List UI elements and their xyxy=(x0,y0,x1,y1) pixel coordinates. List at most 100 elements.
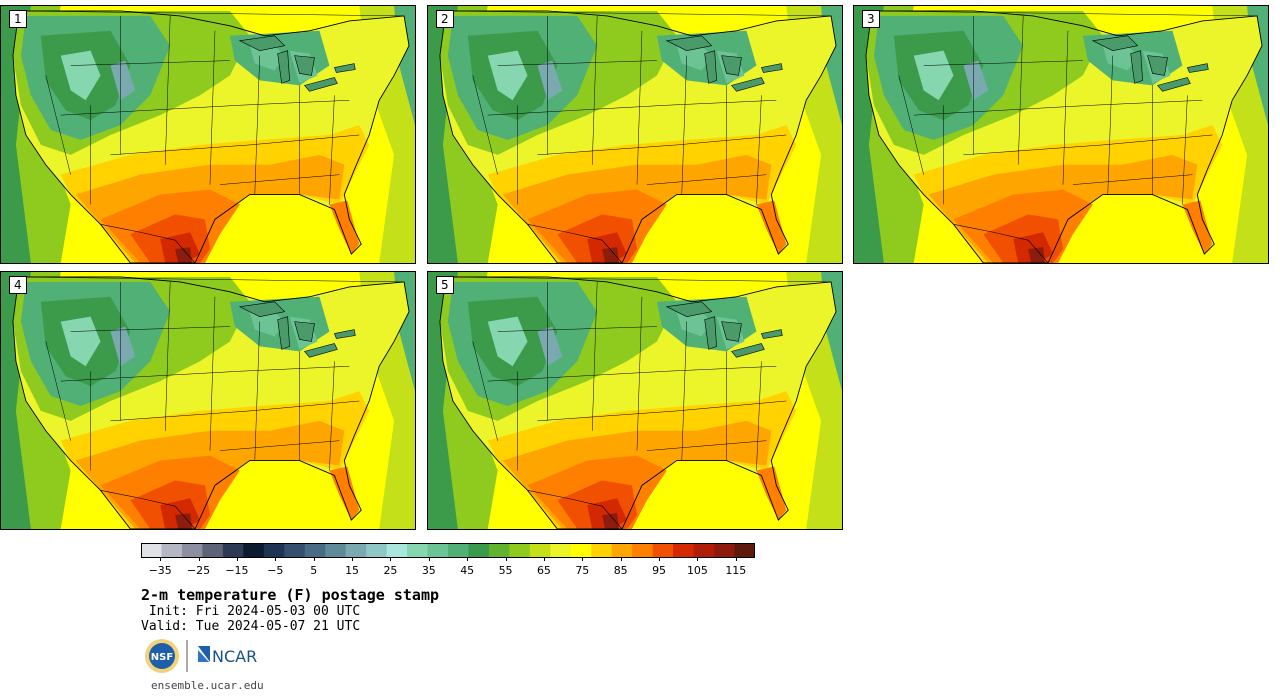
mexico-border xyxy=(527,490,623,529)
temperature-colorbar xyxy=(141,543,755,558)
coastline xyxy=(439,276,837,529)
florida xyxy=(1182,200,1213,255)
state-boundaries xyxy=(445,10,832,205)
lake-huron xyxy=(294,55,315,76)
colorbar-swatch xyxy=(652,543,674,558)
colorbar-tick-mark xyxy=(543,558,545,561)
colorbar-swatch xyxy=(407,543,429,558)
map-panel-5: 5 xyxy=(427,271,843,530)
coastline xyxy=(12,10,410,263)
colorbar-tick-mark xyxy=(428,558,430,561)
colorbar-swatch xyxy=(570,543,592,558)
colorbar-swatch xyxy=(325,543,347,558)
colorbar-swatch xyxy=(529,543,551,558)
colorbar-swatch xyxy=(284,543,306,558)
coastline xyxy=(439,10,837,263)
colorbar-tick-labels: −35 −25 −15 −5 5 15 25 35 45 55 65 75 85 95 105 115 xyxy=(0,560,900,580)
lake-superior xyxy=(238,35,286,51)
valid-time: Valid: Tue 2024-05-07 21 UTC xyxy=(141,619,361,634)
colorbar-swatch xyxy=(591,543,613,558)
panel-label-2: 2 xyxy=(436,10,454,28)
colorbar-tick-label: −5 xyxy=(267,564,284,577)
lake-erie xyxy=(304,77,338,92)
colorbar-tick-label: 105 xyxy=(686,564,708,577)
lake-ontario xyxy=(333,329,356,339)
nsf-logo-text: NSF xyxy=(151,652,173,663)
colorbar-swatch xyxy=(468,543,490,558)
colorbar-tick-label: 35 xyxy=(421,564,436,577)
panel-label-5: 5 xyxy=(436,276,454,294)
map-panel-3: 3 xyxy=(853,5,1269,264)
map-panel-2: 2 xyxy=(427,5,843,264)
colorbar-swatch xyxy=(714,543,736,558)
coastline xyxy=(12,276,410,529)
colorbar-swatch xyxy=(243,543,265,558)
colorbar-tick-mark xyxy=(275,558,277,561)
colorbar-tick-mark xyxy=(198,558,200,561)
lake-superior xyxy=(665,301,713,317)
colorbar-swatch xyxy=(632,543,654,558)
colorbar-tick-label: 75 xyxy=(575,564,590,577)
colorbar-swatch xyxy=(141,543,162,558)
lake-michigan xyxy=(277,50,290,84)
site-url: ensemble.ucar.edu xyxy=(151,679,264,692)
colorbar-swatch xyxy=(509,543,531,558)
colorbar-tick-mark xyxy=(313,558,315,561)
colorbar-swatch xyxy=(386,543,408,558)
colorbar-tick-label: −15 xyxy=(225,564,249,577)
colorbar-tick-mark xyxy=(467,558,469,561)
colorbar-swatch xyxy=(222,543,244,558)
panel-label-4: 4 xyxy=(9,276,27,294)
lake-huron xyxy=(721,55,742,76)
colorbar-tick-mark xyxy=(390,558,392,561)
colorbar-swatch xyxy=(550,543,572,558)
lake-erie xyxy=(731,77,765,92)
lake-michigan xyxy=(277,316,290,350)
colorbar-swatch xyxy=(345,543,367,558)
lake-ontario xyxy=(1186,63,1209,73)
lake-superior xyxy=(1091,35,1139,51)
chart-title: 2-m temperature (F) postage stamp xyxy=(141,586,440,604)
lake-ontario xyxy=(333,63,356,73)
state-boundaries xyxy=(18,276,405,471)
lake-michigan xyxy=(704,316,717,350)
lake-ontario xyxy=(760,63,783,73)
colorbar-tick-mark xyxy=(582,558,584,561)
mexico-border xyxy=(527,224,623,263)
lake-ontario xyxy=(760,329,783,339)
mexico-border xyxy=(953,224,1049,263)
temperature-map-3 xyxy=(854,6,1268,263)
map-panel-4: 4 xyxy=(0,271,416,530)
colorbar-swatch xyxy=(304,543,326,558)
lake-michigan xyxy=(1130,50,1143,84)
panel-label-1: 1 xyxy=(9,10,27,28)
ncar-logo-icon: NCAR xyxy=(198,646,257,666)
colorbar-outline xyxy=(141,543,755,558)
state-boundaries xyxy=(18,10,405,205)
colorbar-tick-label: −35 xyxy=(148,564,172,577)
temperature-map-1 xyxy=(1,6,415,263)
florida xyxy=(329,200,360,255)
colorbar-tick-label: 85 xyxy=(613,564,628,577)
colorbar-swatch xyxy=(734,543,755,558)
temperature-map-5 xyxy=(428,272,842,529)
temperature-map-2 xyxy=(428,6,842,263)
colorbar-tick-label: 65 xyxy=(536,564,551,577)
colorbar-swatch xyxy=(427,543,449,558)
colorbar-swatch xyxy=(693,543,715,558)
florida xyxy=(756,466,787,521)
lake-erie xyxy=(731,343,765,358)
colorbar-tick-mark xyxy=(505,558,507,561)
lake-huron xyxy=(721,321,742,342)
colorbar-tick-label: 55 xyxy=(498,564,513,577)
colorbar-swatch xyxy=(202,543,224,558)
florida xyxy=(329,466,360,521)
colorbar-tick-label: −25 xyxy=(186,564,211,577)
colorbar-swatch xyxy=(161,543,183,558)
colorbar-tick-mark xyxy=(160,558,162,561)
panel-label-3: 3 xyxy=(862,10,880,28)
coastline xyxy=(865,10,1263,263)
state-boundaries xyxy=(445,276,832,471)
colorbar-tick-label: 95 xyxy=(652,564,667,577)
lake-superior xyxy=(665,35,713,51)
